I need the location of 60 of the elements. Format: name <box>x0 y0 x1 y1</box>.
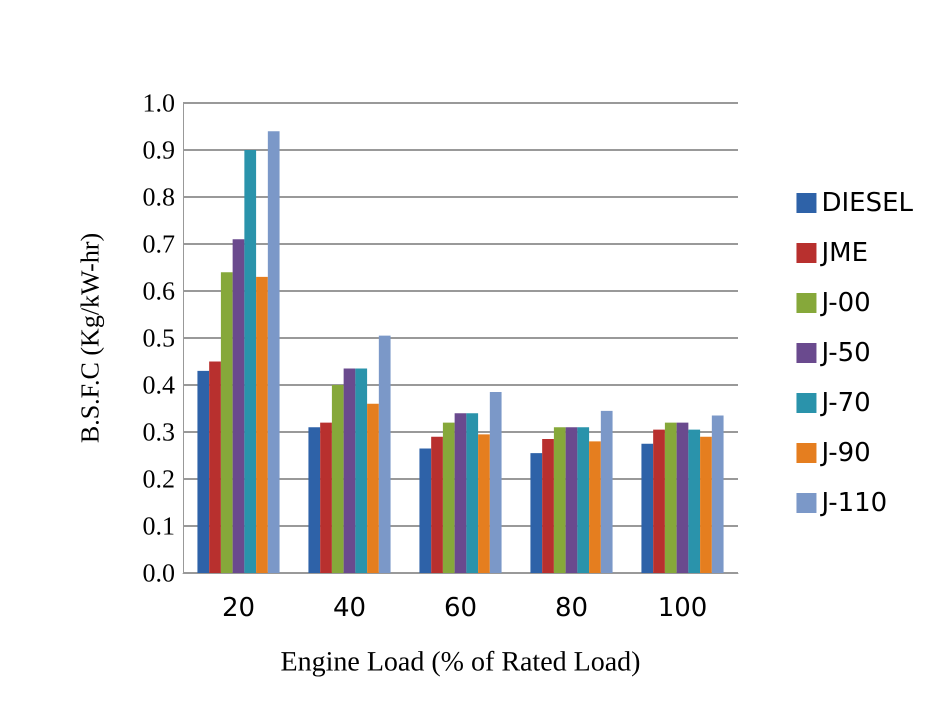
bar <box>478 434 490 573</box>
bar <box>600 410 613 573</box>
y-tick-label: 0.8 <box>142 182 175 212</box>
legend-label: J-70 <box>819 388 871 418</box>
bar <box>419 448 432 573</box>
x-tick-label: 80 <box>554 593 588 623</box>
legend-label: J-110 <box>819 488 888 518</box>
bar <box>344 368 356 573</box>
bar <box>530 453 542 573</box>
x-axis-title: Engine Load (% of Rated Load) <box>280 646 640 678</box>
bar <box>268 131 280 573</box>
y-tick-label: 0.1 <box>142 512 175 540</box>
bar <box>653 430 665 573</box>
bar <box>664 422 677 573</box>
legend-label: J-90 <box>819 438 871 468</box>
bar <box>641 444 654 573</box>
legend-label: J-50 <box>819 338 871 368</box>
bar <box>220 272 233 573</box>
y-tick-label: 0.0 <box>142 558 175 588</box>
x-tick-label: 20 <box>222 593 256 623</box>
bar <box>566 427 578 573</box>
bar <box>320 422 332 573</box>
y-tick-label: 0.5 <box>142 324 175 352</box>
bar <box>355 368 368 573</box>
x-tick-label: 100 <box>658 593 708 623</box>
bar <box>589 441 601 573</box>
bar <box>367 404 379 573</box>
x-tick-label: 40 <box>332 593 366 623</box>
legend-label: J-00 <box>819 288 871 318</box>
bar <box>688 430 700 573</box>
bar <box>232 239 244 573</box>
y-tick-label: 0.2 <box>142 464 175 494</box>
bar <box>256 276 268 573</box>
bar <box>712 416 724 573</box>
bar <box>700 436 712 573</box>
bar <box>490 392 502 573</box>
bar <box>466 413 478 573</box>
bar <box>197 370 210 573</box>
x-tick-label: 60 <box>444 593 478 623</box>
bar <box>577 427 590 573</box>
bar <box>554 427 566 573</box>
y-axis-title: B.S.F.C (Kg/kW-hr) <box>76 232 104 444</box>
bar <box>308 427 320 573</box>
y-tick-label: 0.9 <box>142 136 175 164</box>
bar <box>209 362 221 573</box>
y-tick-label: 0.4 <box>142 370 175 400</box>
bar <box>244 150 256 573</box>
bar <box>378 336 391 573</box>
legend-label: JME <box>819 238 868 268</box>
bar <box>542 439 554 573</box>
y-tick-label: 0.6 <box>142 276 175 306</box>
bar <box>676 422 688 573</box>
legend-label: DIESEL <box>821 188 914 218</box>
y-tick-label: 0.7 <box>142 230 175 258</box>
bar <box>442 422 455 573</box>
bar <box>332 385 344 573</box>
bar <box>454 413 466 573</box>
y-tick-label: 1.0 <box>142 88 175 118</box>
bar <box>431 436 443 573</box>
y-tick-label: 0.3 <box>142 418 175 446</box>
